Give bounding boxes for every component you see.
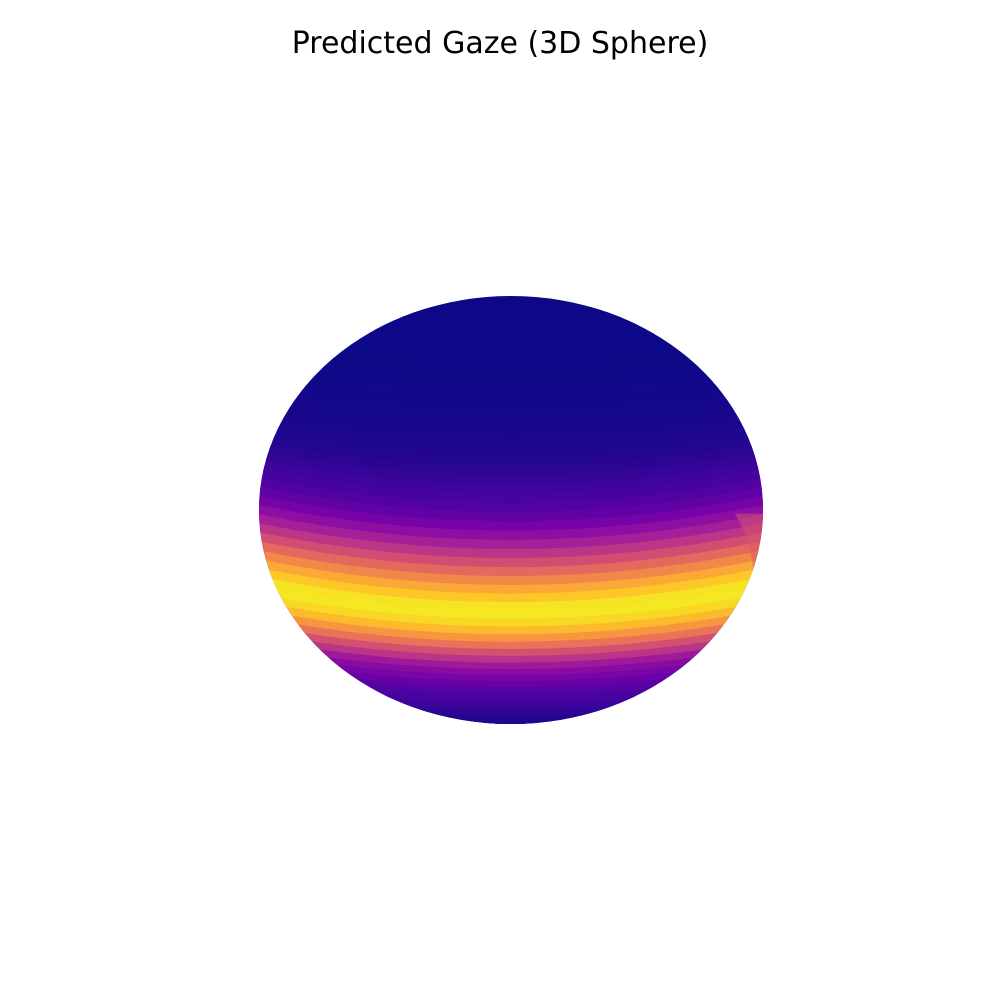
surface-band — [259, 638, 763, 671]
surface-band — [259, 530, 763, 569]
surface-band — [259, 670, 763, 698]
surface-band — [259, 358, 763, 383]
surface-band — [259, 494, 763, 532]
surface-band — [259, 364, 763, 390]
surface-band — [259, 630, 763, 664]
sphere-surface — [259, 296, 763, 724]
surface-band — [259, 557, 763, 595]
chart-title: Predicted Gaze (3D Sphere) — [291, 26, 709, 61]
surface-band — [259, 574, 763, 612]
surface-band — [259, 467, 763, 504]
surface-band — [259, 539, 763, 578]
surface-band — [259, 371, 763, 398]
surface-band — [259, 378, 763, 406]
surface-band — [259, 565, 763, 604]
surface-band — [259, 385, 763, 414]
surface-band — [259, 503, 763, 541]
surface-band — [259, 318, 763, 332]
surface-band — [259, 521, 763, 560]
surface-band — [259, 484, 763, 523]
surface-band — [259, 415, 763, 449]
surface-band — [259, 664, 763, 693]
surface-band — [259, 623, 763, 657]
surface-band — [259, 440, 763, 476]
surface-band — [259, 512, 763, 550]
surface-band — [259, 407, 763, 440]
surface-band — [259, 599, 763, 636]
surface-band — [259, 346, 763, 368]
surface-band — [259, 432, 763, 467]
surface-band — [259, 449, 763, 485]
surface-band — [259, 322, 763, 337]
surface-band — [259, 645, 763, 677]
surface-band — [259, 583, 763, 620]
surface-band — [259, 400, 763, 431]
surface-band — [259, 331, 763, 349]
surface-band — [259, 341, 763, 361]
surface-band — [259, 326, 763, 343]
surface-band — [259, 658, 763, 688]
surface-band — [259, 352, 763, 375]
surface-band — [259, 392, 763, 423]
surface-band — [259, 424, 763, 458]
surface-band — [259, 458, 763, 495]
surface-band — [259, 651, 763, 682]
surface-band — [259, 615, 763, 650]
surface-band — [259, 591, 763, 628]
surface-band — [259, 476, 763, 513]
surface-band — [259, 548, 763, 586]
surface-band — [259, 335, 763, 355]
surface-band — [259, 607, 763, 643]
